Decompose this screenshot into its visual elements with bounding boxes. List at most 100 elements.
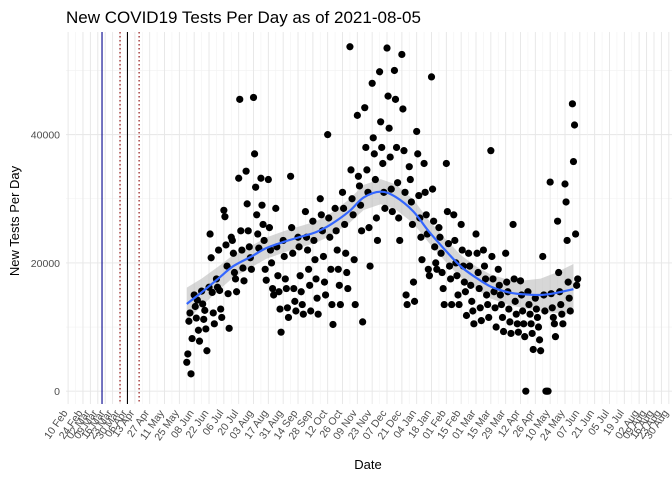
data-point [253,211,261,219]
data-point [262,276,270,284]
data-point [394,179,402,187]
data-point [252,183,260,191]
data-point [521,333,529,341]
data-point [531,294,539,302]
data-point [495,281,503,289]
data-point [327,265,335,273]
data-point [526,310,534,318]
data-point [453,272,461,280]
data-point [519,307,527,315]
data-point [372,214,381,222]
data-point [375,68,384,76]
data-point [438,268,446,277]
data-point [320,278,329,286]
data-point [357,227,366,235]
y-tick-label: 20000 [31,258,60,270]
data-point [427,73,436,81]
data-point [244,227,252,235]
data-point [339,204,348,212]
data-point [424,265,432,273]
data-point [288,224,296,232]
data-point [267,259,276,267]
data-point [348,195,356,203]
data-point [209,309,217,317]
y-tick-label: 0 [54,386,60,398]
data-point [448,300,456,309]
data-point [491,304,499,312]
data-point [513,320,521,328]
data-point [420,159,428,168]
data-point [384,92,392,100]
data-point [187,370,195,378]
data-point [395,214,403,222]
data-point [460,278,468,286]
data-point [541,307,549,315]
data-point [522,387,530,395]
data-point [574,275,582,283]
data-point [414,150,422,158]
data-point [525,300,533,309]
data-point [507,329,515,338]
data-point [206,230,214,238]
data-point [363,166,371,174]
data-point [346,43,354,51]
data-point [239,264,247,272]
data-point [497,300,506,309]
data-point [224,290,232,298]
confidence-band-layer [186,179,574,321]
data-point [208,288,216,296]
data-point [562,198,570,206]
data-point [331,204,339,212]
data-point [240,277,248,285]
data-point [259,220,267,229]
data-point [220,206,228,214]
data-point [243,200,251,208]
data-point [477,317,485,325]
data-point [568,100,577,108]
data-point [265,224,274,232]
data-point [347,166,355,174]
data-point [369,134,377,142]
data-point [439,284,447,293]
data-point [472,230,480,238]
data-point [326,233,334,241]
data-point [571,230,580,238]
data-point [546,178,554,186]
data-point [458,246,466,254]
data-point [527,320,535,328]
data-point [199,300,207,308]
y-tick-labels: 0 20000 40000 [31,130,60,399]
data-point [186,309,194,317]
data-point [203,347,211,355]
data-point [403,300,411,309]
data-point [281,275,289,283]
data-point [329,320,337,329]
data-point [474,268,482,277]
data-point [350,256,358,264]
data-point [407,198,415,206]
data-point [399,105,407,113]
data-point [442,159,450,168]
data-point [558,310,566,318]
data-point [333,246,341,254]
data-point [284,313,293,322]
data-point [222,241,230,249]
data-point [396,236,404,245]
data-point [221,213,229,221]
data-point [341,220,349,229]
data-point [413,127,421,136]
data-point [410,297,419,305]
data-point [557,300,565,309]
data-point [428,185,437,193]
data-point [450,211,458,219]
data-point [405,163,413,171]
data-point [433,265,441,273]
data-point [291,297,299,305]
data-point [431,243,439,251]
data-point [514,328,522,336]
data-point [305,265,313,273]
data-point [457,220,465,229]
data-point [349,211,357,219]
data-point [566,307,574,315]
